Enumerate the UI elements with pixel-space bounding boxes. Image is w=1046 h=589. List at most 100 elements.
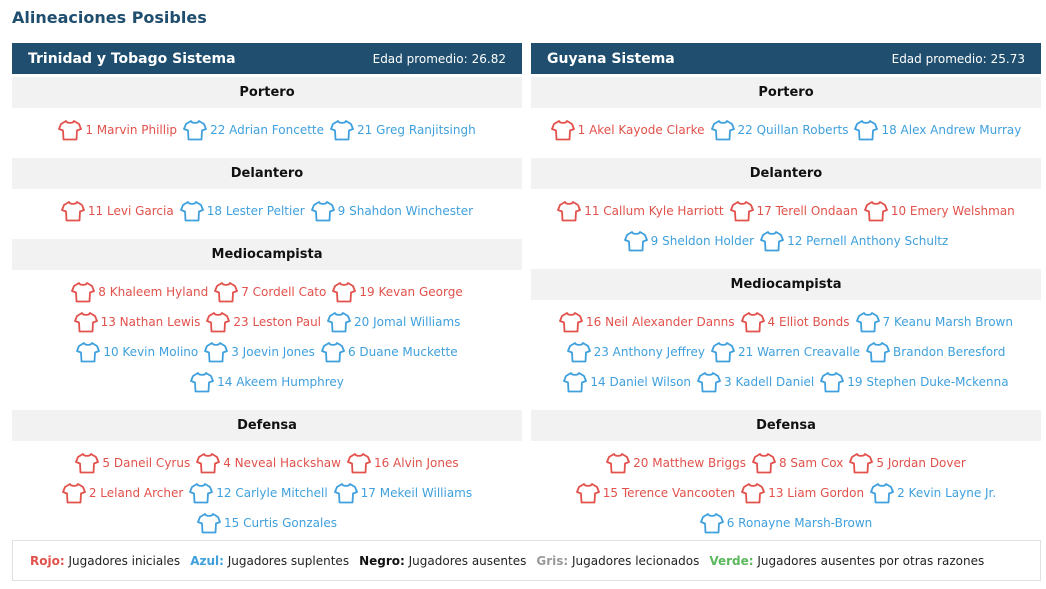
player-link[interactable]: 3 Kadell Daniel <box>697 371 814 393</box>
team-name[interactable]: Trinidad y Tobago Sistema <box>28 50 236 67</box>
player-link[interactable]: 6 Ronayne Marsh-Brown <box>699 512 873 534</box>
player-name: 23 Leston Paul <box>233 315 322 329</box>
jersey-icon <box>752 453 776 474</box>
player-name: 15 Terence Vancooten <box>602 486 736 500</box>
player-link[interactable]: 13 Nathan Lewis <box>73 311 200 333</box>
player-link[interactable]: 19 Stephen Duke-Mckenna <box>820 371 1009 393</box>
player-link[interactable]: 2 Leland Archer <box>61 482 183 504</box>
player-link[interactable]: 17 Mekeil Williams <box>333 482 472 504</box>
player-link[interactable]: 5 Jordan Dover <box>849 452 966 474</box>
player-link[interactable]: 23 Leston Paul <box>206 311 321 333</box>
legend-description: Jugadores suplentes <box>223 553 350 568</box>
player-link[interactable]: 4 Elliot Bonds <box>740 311 850 333</box>
player-link[interactable]: 4 Neveal Hackshaw <box>196 452 341 474</box>
player-row: 9 Sheldon Holder 12 Pernell Anthony Schul… <box>531 226 1041 256</box>
player-row: 2 Leland Archer 12 Carlyle Mitchell 17 Mek… <box>12 478 522 508</box>
player-name: 5 Jordan Dover <box>876 456 966 470</box>
jersey-icon <box>73 312 98 333</box>
player-link[interactable]: 14 Daniel Wilson <box>563 371 691 393</box>
jersey-icon <box>623 231 648 252</box>
player-link[interactable]: 18 Lester Peltier <box>179 200 305 222</box>
player-link[interactable]: 9 Shahdon Winchester <box>310 200 474 222</box>
player-link[interactable]: Brandon Beresford <box>866 341 1005 363</box>
player-link[interactable]: 17 Terell Ondaan <box>729 200 858 222</box>
player-link[interactable]: 19 Kevan George <box>332 281 463 303</box>
jersey-icon <box>606 453 631 474</box>
player-link[interactable]: 7 Cordell Cato <box>214 281 326 303</box>
jersey-icon <box>347 453 371 474</box>
player-link[interactable]: 10 Kevin Molino <box>76 341 198 363</box>
team-panel-home: Trinidad y Tobago Sistema Edad promedio:… <box>12 43 522 548</box>
player-link[interactable]: 16 Neil Alexander Danns <box>559 311 735 333</box>
player-link[interactable]: 21 Greg Ranjitsingh <box>330 119 476 141</box>
jersey-icon <box>332 282 357 303</box>
player-link[interactable]: 2 Kevin Layne Jr. <box>870 482 996 504</box>
player-name: 12 Pernell Anthony Schultz <box>787 234 949 248</box>
player-link[interactable]: 5 Daneil Cyrus <box>75 452 190 474</box>
jersey-icon <box>71 282 96 303</box>
player-link[interactable]: 20 Matthew Briggs <box>606 452 746 474</box>
player-link[interactable]: 8 Khaleem Hyland <box>71 281 208 303</box>
player-link[interactable]: 15 Curtis Gonzales <box>197 512 337 534</box>
player-name: 1 Marvin Phillip <box>85 123 178 137</box>
player-name: 23 Anthony Jeffrey <box>593 345 706 359</box>
player-name: 9 Shahdon Winchester <box>337 204 474 218</box>
player-link[interactable]: 13 Liam Gordon <box>741 482 864 504</box>
jersey-icon <box>557 201 582 222</box>
player-row: 15 Terence Vancooten 13 Liam Gordon 2 Kevi… <box>531 478 1041 508</box>
player-name: 16 Alvin Jones <box>373 456 459 470</box>
player-link[interactable]: 6 Duane Muckette <box>321 341 458 363</box>
player-name: 4 Elliot Bonds <box>767 315 850 329</box>
player-link[interactable]: 9 Sheldon Holder <box>623 230 754 252</box>
legend-item: Rojo: Jugadores iniciales <box>30 554 180 568</box>
average-age: Edad promedio: 26.82 <box>373 52 506 66</box>
jersey-icon <box>76 342 101 363</box>
player-link[interactable]: 18 Alex Andrew Murray <box>854 119 1021 141</box>
player-link[interactable]: 22 Quillan Roberts <box>710 119 849 141</box>
player-link[interactable]: 7 Keanu Marsh Brown <box>855 311 1013 333</box>
position-heading: Delantero <box>12 158 522 189</box>
player-name: 6 Ronayne Marsh-Brown <box>726 516 873 530</box>
jersey-icon <box>563 372 588 393</box>
player-name: 22 Quillan Roberts <box>737 123 849 137</box>
position-heading: Mediocampista <box>12 239 522 270</box>
team-name[interactable]: Guyana Sistema <box>547 50 675 67</box>
jersey-icon <box>740 312 765 333</box>
lineup-sections: Portero 1 Marvin Phillip 22 Adrian Foncett… <box>12 77 522 548</box>
legend-key: Negro: <box>359 553 405 568</box>
player-name: Brandon Beresford <box>893 345 1006 359</box>
player-name: 8 Sam Cox <box>778 456 844 470</box>
player-row: 11 Levi Garcia 18 Lester Peltier 9 Shahdon… <box>12 196 522 226</box>
legend-key: Azul: <box>190 553 224 568</box>
player-link[interactable]: 21 Warren Creavalle <box>711 341 860 363</box>
player-rows: 8 Khaleem Hyland 7 Cordell Cato 19 Kevan G… <box>12 270 522 407</box>
player-link[interactable]: 10 Emery Welshman <box>863 200 1015 222</box>
player-link[interactable]: 11 Callum Kyle Harriott <box>557 200 724 222</box>
player-rows: 5 Daneil Cyrus 4 Neveal Hackshaw 16 Alvin … <box>12 441 522 548</box>
player-row: 11 Callum Kyle Harriott 17 Terell Ondaan 1… <box>531 196 1041 226</box>
player-link[interactable]: 8 Sam Cox <box>752 452 843 474</box>
player-name: 21 Greg Ranjitsingh <box>357 123 476 137</box>
jersey-icon <box>699 513 724 534</box>
player-link[interactable]: 22 Adrian Foncette <box>183 119 324 141</box>
player-link[interactable]: 12 Pernell Anthony Schultz <box>760 230 948 252</box>
player-link[interactable]: 1 Akel Kayode Clarke <box>550 119 705 141</box>
legend-description: Jugadores lecionados <box>568 553 700 568</box>
player-name: 18 Lester Peltier <box>206 204 305 218</box>
player-link[interactable]: 11 Levi Garcia <box>61 200 174 222</box>
player-link[interactable]: 3 Joevin Jones <box>204 341 315 363</box>
legend-key: Verde: <box>709 553 754 568</box>
player-link[interactable]: 1 Marvin Phillip <box>58 119 177 141</box>
player-link[interactable]: 14 Akeem Humphrey <box>190 371 344 393</box>
player-link[interactable]: 12 Carlyle Mitchell <box>189 482 328 504</box>
legend-description: Jugadores iniciales <box>64 553 181 568</box>
player-link[interactable]: 16 Alvin Jones <box>347 452 459 474</box>
position-heading: Defensa <box>12 410 522 441</box>
player-row: 1 Akel Kayode Clarke 22 Quillan Roberts 18… <box>531 115 1041 145</box>
player-link[interactable]: 20 Jomal Williams <box>327 311 460 333</box>
player-name: 15 Curtis Gonzales <box>224 516 337 530</box>
position-heading: Portero <box>12 77 522 108</box>
player-link[interactable]: 15 Terence Vancooten <box>575 482 736 504</box>
player-link[interactable]: 23 Anthony Jeffrey <box>566 341 706 363</box>
player-name: 11 Callum Kyle Harriott <box>584 204 724 218</box>
